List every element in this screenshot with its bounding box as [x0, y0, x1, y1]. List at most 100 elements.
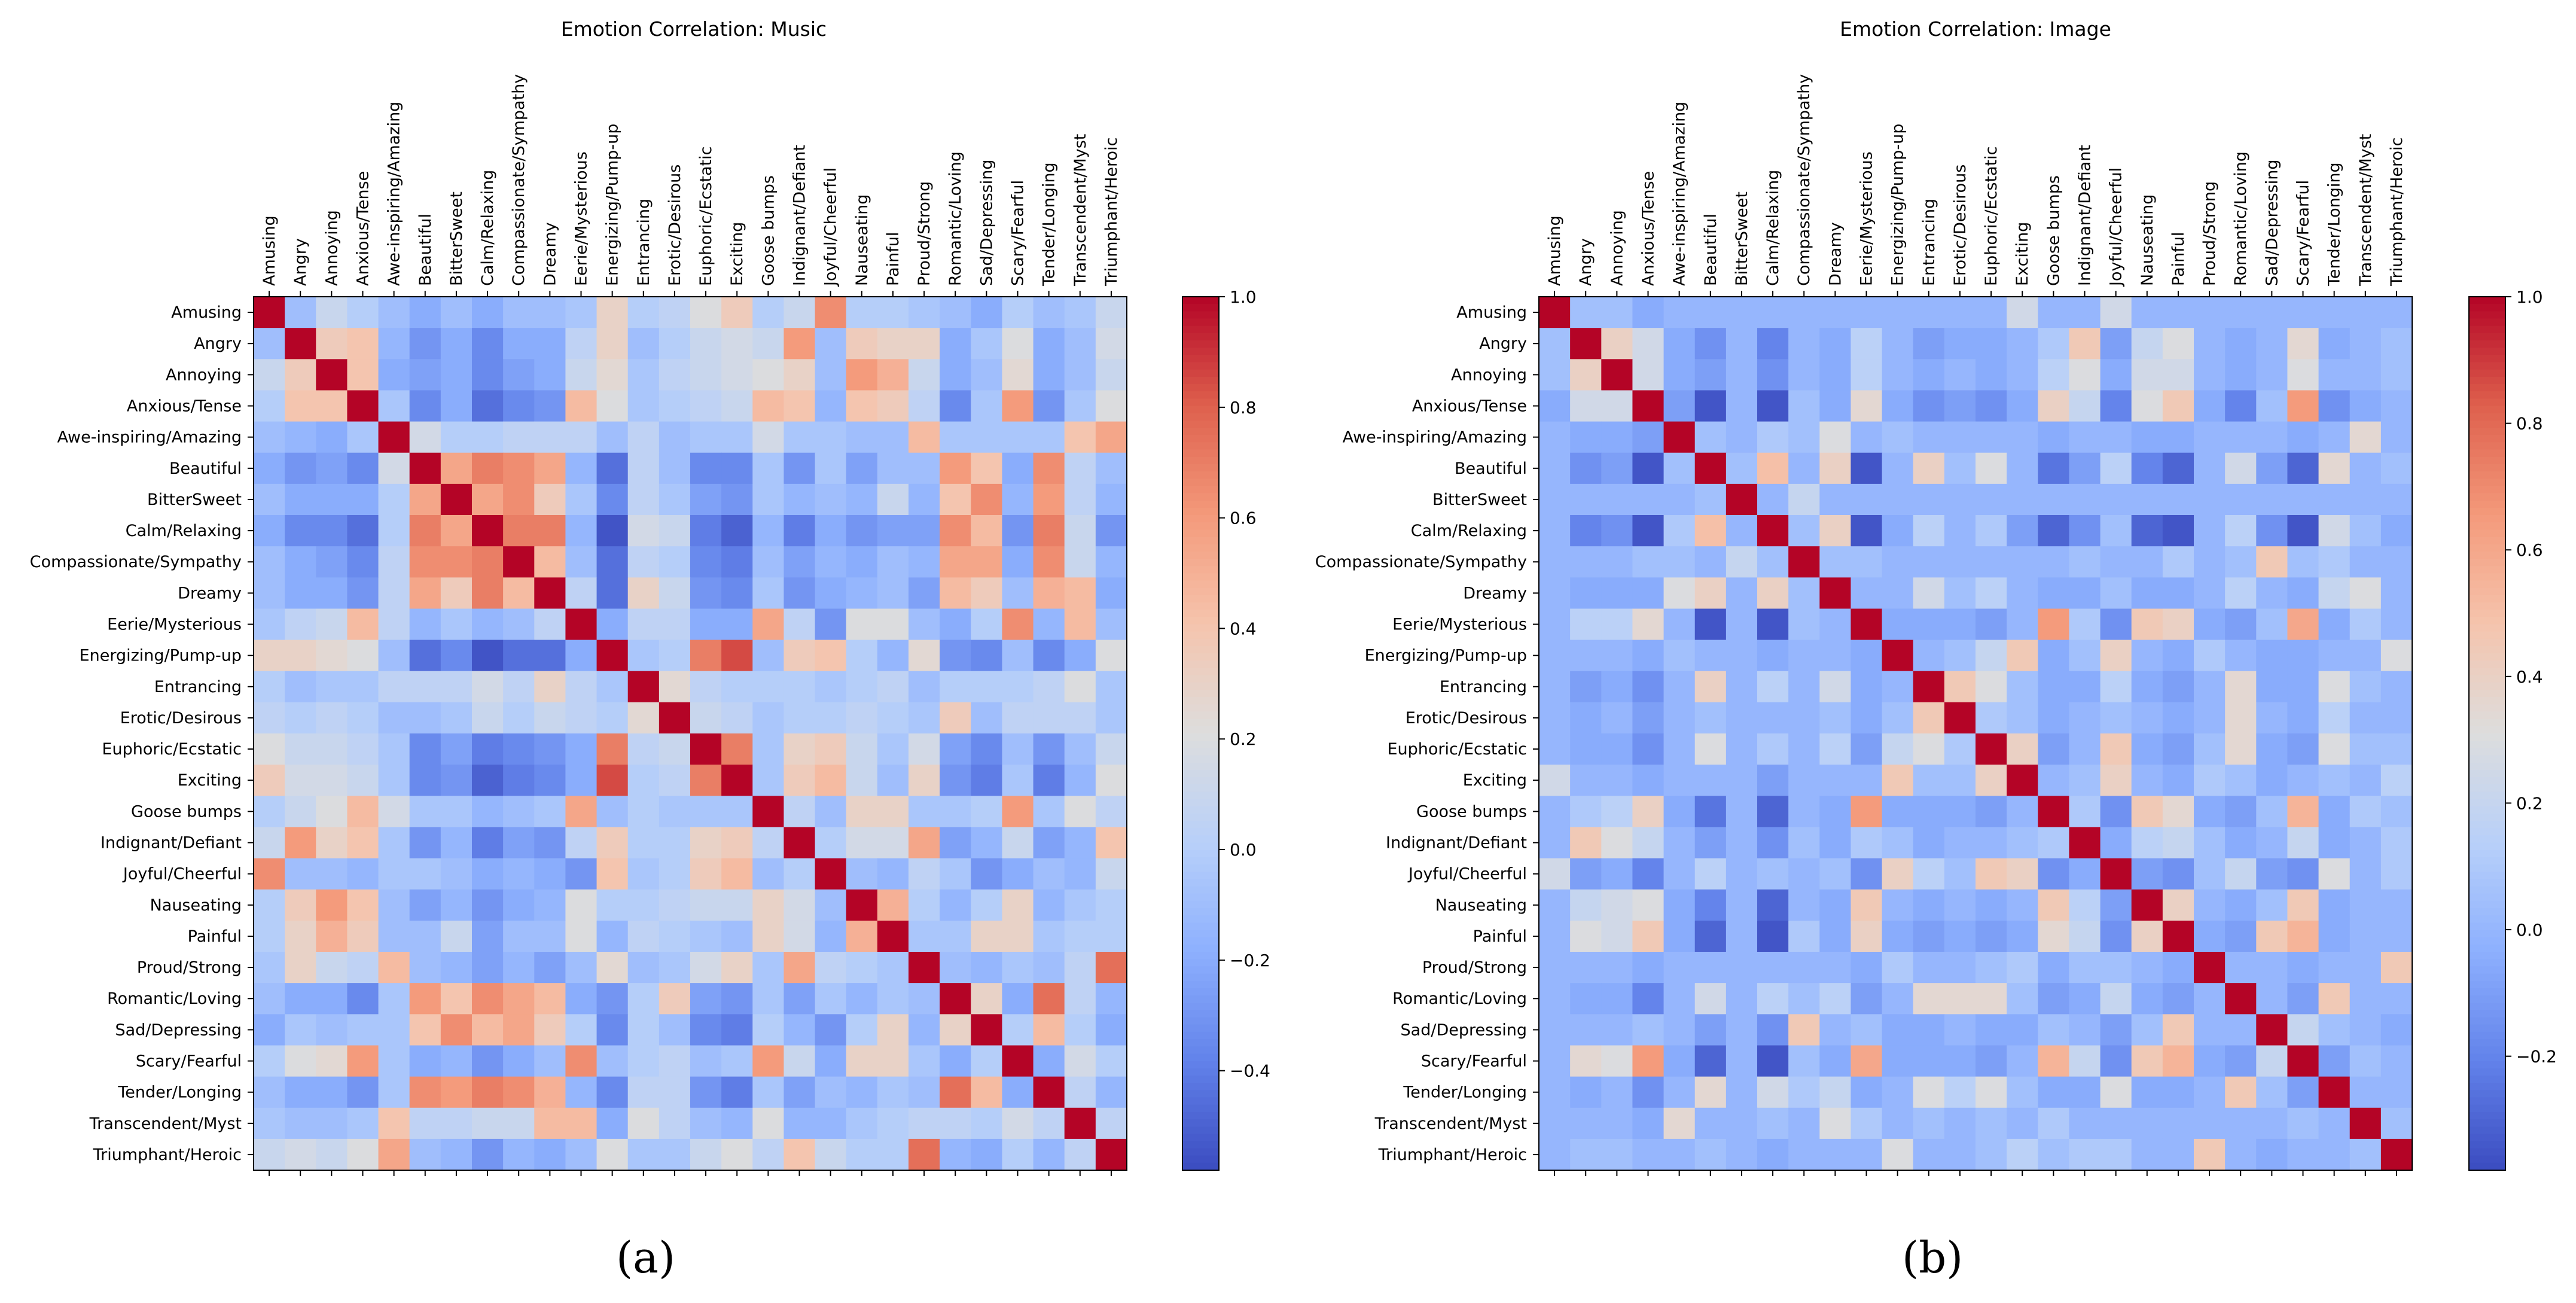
heatmap-cell — [1944, 1107, 1976, 1140]
heatmap-cell — [1064, 733, 1096, 765]
colorbar-segment — [2469, 1039, 2505, 1047]
heatmap-cell — [940, 827, 971, 859]
heatmap-cell — [1819, 733, 1852, 765]
heatmap-cell — [1851, 421, 1883, 453]
heatmap-cell — [1944, 920, 1976, 952]
heatmap-cell — [1944, 827, 1976, 859]
heatmap-cell — [378, 702, 410, 734]
heatmap-cell — [534, 452, 566, 485]
heatmap-cell — [285, 546, 316, 578]
colorbar-segment — [2469, 1024, 2505, 1033]
heatmap-cell — [971, 1107, 1003, 1140]
heatmap-cell — [2162, 297, 2194, 328]
heatmap-cell — [316, 640, 348, 672]
heatmap-cell — [1913, 297, 1945, 328]
colorbar-segment — [1182, 1003, 1219, 1010]
heatmap-cell — [2256, 515, 2288, 547]
colorbar-segment — [2469, 544, 2505, 552]
heatmap-cell — [472, 359, 504, 391]
heatmap-cell — [1976, 765, 2007, 796]
heatmap-cell — [2162, 983, 2194, 1015]
heatmap-cell — [378, 858, 410, 890]
heatmap-cell — [2131, 608, 2163, 641]
heatmap-cell — [2131, 1076, 2163, 1109]
heatmap-cell — [815, 796, 847, 828]
heatmap-cell — [2038, 1076, 2070, 1109]
heatmap-cell — [784, 608, 816, 641]
heatmap-cell — [409, 452, 441, 485]
colorbar-segment — [1182, 944, 1219, 952]
heatmap-cell — [596, 1045, 629, 1077]
heatmap-cell — [285, 483, 316, 516]
heatmap-cell — [2038, 983, 2070, 1015]
heatmap-cell — [1663, 733, 1696, 765]
heatmap-cell — [1601, 1076, 1633, 1109]
colorbar-segment — [2469, 1134, 2505, 1141]
heatmap-cell — [534, 858, 566, 890]
heatmap-cell — [1976, 1076, 2007, 1109]
heatmap-cell — [1757, 733, 1789, 765]
heatmap-cell — [2162, 546, 2194, 578]
heatmap-cell — [1757, 1045, 1789, 1077]
x-tick-label: Nauseating — [2138, 194, 2157, 286]
heatmap-cell — [1913, 1045, 1945, 1077]
heatmap-cell — [2038, 733, 2070, 765]
heatmap-cell — [1976, 546, 2007, 578]
heatmap-cell — [2318, 421, 2351, 453]
heatmap-cell — [1002, 952, 1034, 984]
heatmap-cell — [534, 297, 566, 328]
heatmap-cell — [1601, 765, 1633, 796]
heatmap-cell — [846, 920, 878, 952]
heatmap-cell — [1064, 1045, 1096, 1077]
heatmap-cell — [940, 983, 971, 1015]
heatmap-cell — [316, 889, 348, 921]
heatmap-cell — [721, 297, 753, 328]
x-tick-label: Goose bumps — [2044, 175, 2063, 286]
heatmap-cell — [2194, 1045, 2226, 1077]
y-tick-label: Tender/Longing — [1403, 1083, 1527, 1102]
heatmap-cell — [1064, 796, 1096, 828]
heatmap-cell — [752, 952, 785, 984]
heatmap-cell — [690, 1045, 722, 1077]
colorbar-segment — [2469, 442, 2505, 450]
heatmap-cell — [1002, 608, 1034, 641]
heatmap-cell — [1095, 359, 1127, 391]
x-tick-label: Transcendent/Myst — [1071, 134, 1090, 287]
heatmap-cell — [347, 452, 379, 485]
colorbar-segment — [2469, 384, 2505, 392]
heatmap-cell — [440, 920, 472, 952]
heatmap-cell — [659, 452, 691, 485]
y-tick-label: Scary/Fearful — [136, 1052, 242, 1071]
heatmap-cell — [971, 1045, 1003, 1077]
heatmap-cell — [2069, 983, 2101, 1015]
heatmap-cell — [596, 765, 629, 796]
heatmap-cell — [596, 390, 629, 422]
heatmap-cell — [2349, 796, 2382, 828]
heatmap-cell — [2318, 702, 2351, 734]
heatmap-cell — [971, 733, 1003, 765]
colorbar-segment — [1182, 325, 1219, 334]
heatmap-cell — [1033, 515, 1065, 547]
heatmap-cell — [2256, 1107, 2288, 1140]
heatmap-cell — [659, 920, 691, 952]
heatmap-cell — [1033, 889, 1065, 921]
heatmap-cell — [2349, 640, 2382, 672]
heatmap-cell — [1788, 1076, 1820, 1109]
heatmap-cell — [2225, 421, 2257, 453]
heatmap-cell — [909, 1045, 940, 1077]
heatmap-cell — [1002, 640, 1034, 672]
heatmap-cell — [940, 702, 971, 734]
heatmap-cell — [596, 827, 629, 859]
heatmap-cell — [472, 952, 504, 984]
heatmap-cell — [254, 827, 285, 859]
heatmap-cell — [877, 952, 909, 984]
heatmap-cell — [1601, 1107, 1633, 1140]
colorbar-segment — [2469, 348, 2505, 355]
heatmap-cell — [1944, 671, 1976, 703]
colorbar-segment — [2469, 456, 2505, 465]
heatmap-cell — [1788, 359, 1820, 391]
colorbar-segment — [2469, 900, 2505, 909]
heatmap-cell — [815, 328, 847, 360]
heatmap-cell — [1601, 359, 1633, 391]
heatmap-cell — [1851, 1045, 1883, 1077]
